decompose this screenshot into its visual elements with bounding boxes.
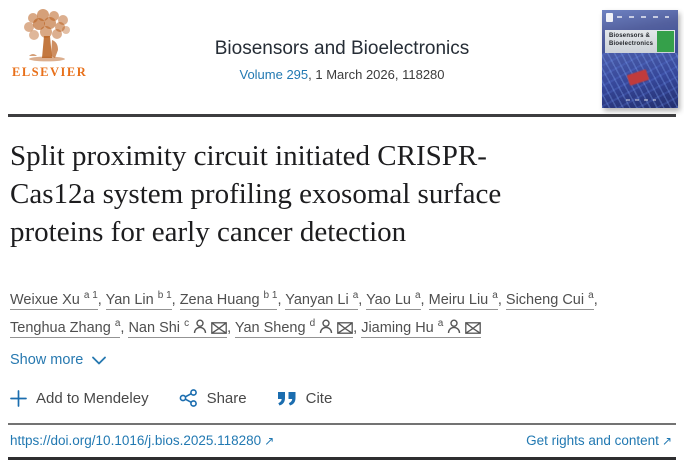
- elsevier-logo[interactable]: ELSEVIER: [12, 8, 88, 80]
- author-separator: ,: [593, 291, 598, 308]
- author-affiliation-sup: a: [492, 290, 498, 301]
- share-button[interactable]: Share: [179, 389, 247, 407]
- author-link[interactable]: Weixue Xu a 1: [10, 290, 98, 310]
- share-label: Share: [206, 389, 247, 407]
- author-affiliation-sup: b 1: [157, 290, 172, 301]
- author-separator: ,: [97, 291, 106, 308]
- volume-issue-line: Volume 295, 1 March 2026, 118280: [0, 67, 684, 82]
- get-rights-link[interactable]: Get rights and content ↗: [526, 433, 672, 448]
- cover-bottom-text-decoration: [626, 99, 656, 101]
- author-name: Yan Lin: [105, 291, 158, 308]
- author-link[interactable]: Zena Huang b 1: [179, 290, 278, 310]
- add-to-mendeley-label: Add to Mendeley: [36, 389, 149, 407]
- show-more-label: Show more: [10, 352, 84, 368]
- author-link[interactable]: Yan Lin b 1: [105, 290, 172, 310]
- author-name: Yanyan Li: [285, 291, 353, 308]
- header-divider: [8, 114, 676, 117]
- author-separator: ,: [353, 319, 362, 336]
- author-affiliation-sup: a: [414, 290, 421, 301]
- author-link[interactable]: Sicheng Cui a: [505, 290, 594, 310]
- author-link[interactable]: Meiru Liu a: [428, 290, 498, 310]
- author-affiliation-sup: c: [184, 317, 190, 329]
- journal-title-link[interactable]: Biosensors and Bioelectronics: [214, 38, 470, 59]
- elsevier-tree-icon: [12, 8, 82, 64]
- cover-publisher-mark-icon: [606, 13, 613, 22]
- author-name: Zena Huang: [179, 291, 264, 308]
- cite-button[interactable]: Cite: [277, 389, 333, 407]
- volume-link[interactable]: Volume 295: [239, 67, 309, 82]
- author-affiliation-sup: d: [309, 317, 316, 329]
- article-title-line: proteins for early cancer detection: [10, 216, 407, 248]
- author-separator: ,: [497, 291, 506, 308]
- author-affiliation-sup: a: [437, 317, 444, 329]
- author-link[interactable]: Jiaming Hu a: [361, 317, 482, 338]
- corresponding-author-icon: [447, 319, 461, 334]
- corresponding-author-icon: [193, 319, 207, 334]
- external-link-icon: ↗: [264, 434, 275, 448]
- author-link[interactable]: Yan Sheng d: [234, 317, 354, 338]
- email-author-icon: [465, 321, 482, 334]
- author-separator: ,: [120, 319, 129, 336]
- share-icon: [179, 389, 198, 407]
- author-separator: ,: [227, 319, 235, 336]
- add-to-mendeley-button[interactable]: Add to Mendeley: [10, 390, 149, 407]
- author-affiliation-sup: a 1: [83, 290, 98, 301]
- cover-green-box: [657, 31, 674, 52]
- article-title: Split proximity circuit initiated CRISPR…: [10, 137, 670, 251]
- issue-date-text: , 1 March 2026, 118280: [308, 67, 445, 82]
- doi-row: https://doi.org/10.1016/j.bios.2025.1182…: [10, 433, 672, 448]
- article-title-line: Split proximity circuit initiated CRISPR…: [10, 140, 487, 172]
- action-toolbar: Add to Mendeley Share Cite: [10, 389, 332, 407]
- chevron-down-icon: [92, 356, 107, 365]
- author-name: Tenghua Zhang: [10, 319, 115, 336]
- journal-cover-thumbnail[interactable]: Biosensors & Bioelectronics: [602, 10, 678, 108]
- cite-quote-icon: [277, 391, 297, 406]
- cite-label: Cite: [305, 389, 333, 407]
- email-author-icon: [211, 321, 227, 334]
- author-name: Sicheng Cui: [505, 291, 589, 308]
- doi-top-divider: [8, 423, 676, 425]
- author-name: Nan Shi: [128, 319, 185, 336]
- cover-journal-title: Biosensors & Bioelectronics: [609, 33, 654, 47]
- doi-link[interactable]: https://doi.org/10.1016/j.bios.2025.1182…: [10, 433, 275, 448]
- author-separator: ,: [420, 291, 429, 308]
- author-separator: ,: [358, 291, 367, 308]
- author-affiliation-sup: b 1: [263, 290, 278, 301]
- author-affiliation-sup: a: [352, 290, 359, 301]
- author-affiliation-sup: a: [114, 317, 121, 329]
- bottom-divider: [8, 457, 676, 460]
- author-list: Weixue Xu a 1, Yan Lin b 1, Zena Huang b…: [10, 284, 665, 340]
- author-link[interactable]: Tenghua Zhang a: [10, 317, 121, 338]
- elsevier-wordmark: ELSEVIER: [12, 65, 88, 79]
- journal-header: Biosensors and Bioelectronics Volume 295…: [0, 38, 684, 82]
- author-affiliation-sup: a: [588, 290, 594, 301]
- author-link[interactable]: Nan Shi c: [128, 317, 228, 338]
- author-separator: ,: [171, 291, 180, 308]
- article-title-line: Cas12a system profiling exosomal surface: [10, 178, 502, 210]
- corresponding-author-icon: [319, 319, 333, 334]
- external-link-icon: ↗: [661, 434, 672, 448]
- author-name: Meiru Liu: [428, 291, 493, 308]
- author-name: Yan Sheng: [234, 319, 310, 336]
- email-author-icon: [337, 321, 353, 334]
- author-separator: ,: [277, 291, 286, 308]
- author-name: Jiaming Hu: [361, 319, 438, 336]
- cover-title-band: Biosensors & Bioelectronics: [605, 30, 675, 53]
- author-name: Yao Lu: [366, 291, 415, 308]
- show-more-button[interactable]: Show more: [10, 352, 107, 368]
- cover-top-text-decoration: [617, 16, 669, 18]
- author-link[interactable]: Yanyan Li a: [285, 290, 359, 310]
- author-name: Weixue Xu: [10, 291, 84, 308]
- author-link[interactable]: Yao Lu a: [366, 290, 421, 310]
- plus-icon: [10, 389, 27, 407]
